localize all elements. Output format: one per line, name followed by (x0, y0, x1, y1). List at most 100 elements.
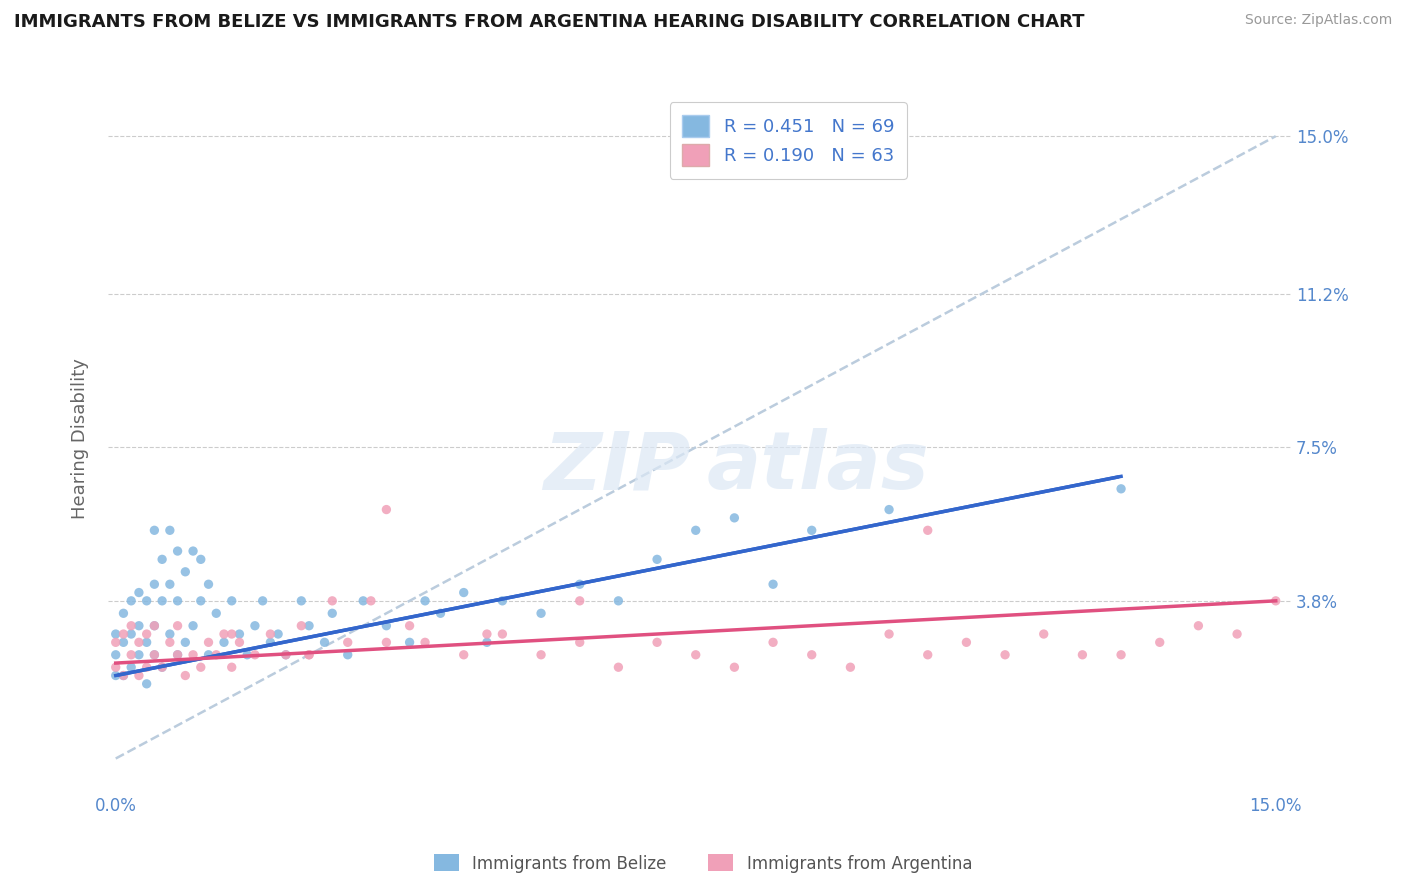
Point (994, 648, 1017, 662)
Point (917, 648, 939, 662)
Point (221, 594, 243, 608)
Point (150, 660, 173, 674)
Point (274, 648, 297, 662)
Point (143, 618, 166, 632)
Point (135, 677, 157, 691)
Point (917, 524, 939, 538)
Point (143, 648, 166, 662)
Point (290, 618, 312, 632)
Point (159, 524, 181, 538)
Point (228, 627, 250, 641)
Point (290, 594, 312, 608)
Point (243, 618, 266, 632)
Point (1187, 618, 1209, 632)
Point (723, 511, 745, 525)
Text: Source: ZipAtlas.com: Source: ZipAtlas.com (1244, 13, 1392, 28)
Point (128, 635, 150, 649)
Point (135, 660, 157, 674)
Point (104, 635, 127, 649)
Point (166, 648, 188, 662)
Point (104, 627, 127, 641)
Point (159, 577, 181, 591)
Point (877, 627, 900, 641)
Point (128, 668, 150, 682)
Point (166, 544, 188, 558)
Legend: R = 0.451   N = 69, R = 0.190   N = 63: R = 0.451 N = 69, R = 0.190 N = 63 (669, 103, 907, 179)
Point (453, 648, 475, 662)
Point (243, 648, 266, 662)
Point (336, 648, 359, 662)
Point (104, 648, 127, 662)
Point (321, 607, 343, 621)
Point (398, 618, 420, 632)
Point (120, 660, 142, 674)
Point (252, 594, 274, 608)
Point (212, 635, 235, 649)
Point (1226, 627, 1249, 641)
Point (174, 635, 197, 649)
Point (143, 648, 166, 662)
Point (174, 668, 197, 682)
Text: ZIP: ZIP (543, 428, 690, 507)
Point (128, 618, 150, 632)
Point (236, 648, 259, 662)
Point (491, 594, 513, 608)
Point (375, 635, 398, 649)
Point (453, 585, 475, 599)
Text: atlas: atlas (707, 428, 929, 507)
Point (174, 565, 197, 579)
Point (491, 627, 513, 641)
Point (205, 607, 228, 621)
Point (159, 635, 181, 649)
Point (112, 607, 135, 621)
Point (143, 618, 166, 632)
Point (413, 635, 436, 649)
Point (112, 668, 135, 682)
Point (120, 648, 142, 662)
Point (120, 627, 142, 641)
Point (762, 577, 785, 591)
Point (274, 648, 297, 662)
Point (181, 544, 204, 558)
Point (228, 635, 250, 649)
Point (800, 648, 823, 662)
Point (259, 635, 281, 649)
Point (1109, 648, 1132, 662)
Point (135, 594, 157, 608)
Point (607, 594, 630, 608)
Point (298, 648, 321, 662)
Point (128, 648, 150, 662)
Point (429, 607, 451, 621)
Point (685, 524, 707, 538)
Point (530, 648, 553, 662)
Point (166, 648, 188, 662)
Point (398, 635, 420, 649)
Point (197, 577, 219, 591)
Point (166, 618, 188, 632)
Point (135, 627, 157, 641)
Point (723, 660, 745, 674)
Point (259, 627, 281, 641)
Point (762, 635, 785, 649)
Point (321, 594, 343, 608)
Y-axis label: Hearing Disability: Hearing Disability (72, 359, 89, 519)
Point (104, 660, 127, 674)
Point (645, 552, 668, 566)
Point (150, 594, 173, 608)
Point (568, 594, 591, 608)
Point (375, 502, 398, 516)
Point (336, 635, 359, 649)
Point (475, 635, 498, 649)
Text: IMMIGRANTS FROM BELIZE VS IMMIGRANTS FROM ARGENTINA HEARING DISABILITY CORRELATI: IMMIGRANTS FROM BELIZE VS IMMIGRANTS FRO… (14, 13, 1084, 31)
Point (128, 585, 150, 599)
Point (135, 635, 157, 649)
Point (143, 577, 166, 591)
Point (120, 618, 142, 632)
Point (166, 594, 188, 608)
Point (314, 635, 336, 649)
Point (1071, 648, 1094, 662)
Point (298, 648, 321, 662)
Point (190, 660, 212, 674)
Legend: Immigrants from Belize, Immigrants from Argentina: Immigrants from Belize, Immigrants from … (427, 847, 979, 880)
Point (205, 648, 228, 662)
